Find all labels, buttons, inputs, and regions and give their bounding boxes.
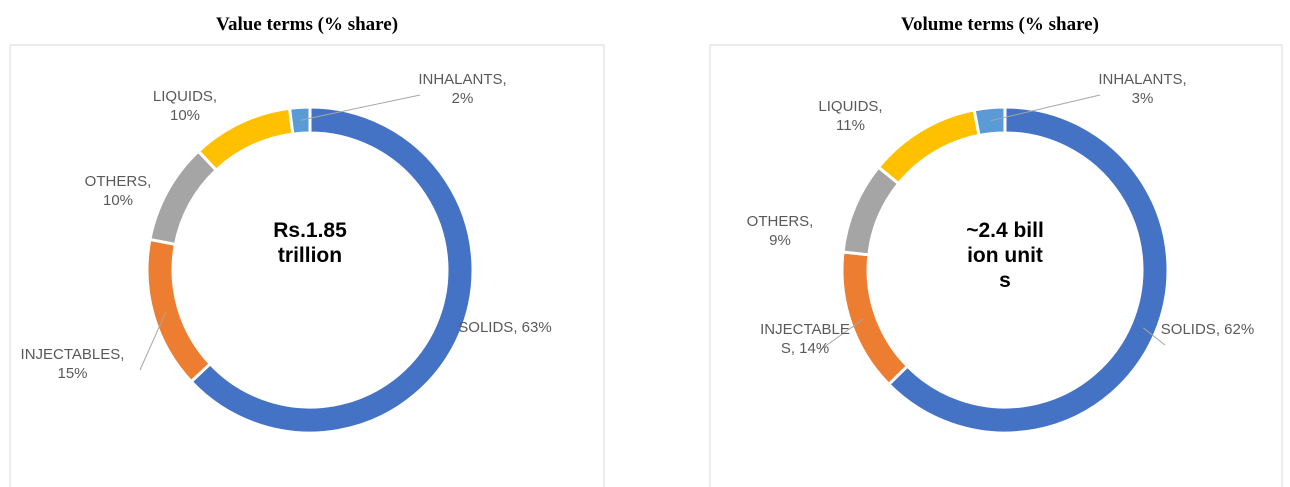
chart-frame xyxy=(9,44,605,487)
donut-slice xyxy=(189,105,475,435)
leader-line xyxy=(990,94,1101,122)
donut-slice xyxy=(840,250,910,387)
donut-slice xyxy=(148,149,219,247)
chart-frame xyxy=(709,44,1283,487)
data-label-box: OTHERS, 10% xyxy=(84,173,152,209)
data-label-box: SOLIDS, 62% xyxy=(1160,321,1255,338)
leader-line xyxy=(139,311,167,371)
data-label-box: LIQUIDS, 11% xyxy=(818,98,883,134)
data-label: INHALANTS, 3% xyxy=(1098,71,1187,107)
center-label: ~2.4 billion units xyxy=(966,219,1044,292)
data-label-box: SOLIDS, 63% xyxy=(458,319,552,336)
data-label-box: INHALANTS, 2% xyxy=(418,71,507,107)
donut-slice xyxy=(886,105,1170,435)
data-label-box: INHALANTS, 3% xyxy=(1098,71,1187,107)
data-label-box: LIQUIDS, 10% xyxy=(152,88,218,124)
donut-slice xyxy=(145,237,213,384)
center-label: Rs.1.85 trillion xyxy=(273,219,347,267)
chart-title: Volume terms (% share) xyxy=(901,14,1099,35)
data-label: SOLIDS, 62% xyxy=(1160,321,1255,338)
data-label-box: INJECTABLES, 14% xyxy=(760,321,850,357)
center-label-box: ~2.4 billion units xyxy=(966,219,1044,292)
data-label: INJECTABLES, 14% xyxy=(760,321,850,357)
leader-line xyxy=(819,318,864,351)
chart-title: Value terms (% share) xyxy=(216,14,398,35)
donut-slice xyxy=(841,165,901,257)
center-label-box: Rs.1.85 trillion xyxy=(273,219,347,267)
data-label: SOLIDS, 63% xyxy=(458,319,552,336)
data-label-box: OTHERS, 9% xyxy=(746,213,814,249)
leader-line xyxy=(300,94,421,121)
data-label-box: INJECTABLES, 15% xyxy=(20,346,125,382)
data-label: LIQUIDS, 10% xyxy=(152,88,218,124)
data-label: OTHERS, 9% xyxy=(746,213,814,249)
data-label: LIQUIDS, 11% xyxy=(818,98,883,134)
leader-line xyxy=(1143,327,1166,346)
data-label: INHALANTS, 2% xyxy=(418,71,507,107)
donut-slice xyxy=(972,105,1007,138)
data-label: OTHERS, 10% xyxy=(84,173,152,209)
donut-slice xyxy=(287,105,312,136)
donut-slice xyxy=(876,108,981,186)
data-label: INJECTABLES, 15% xyxy=(20,346,125,382)
